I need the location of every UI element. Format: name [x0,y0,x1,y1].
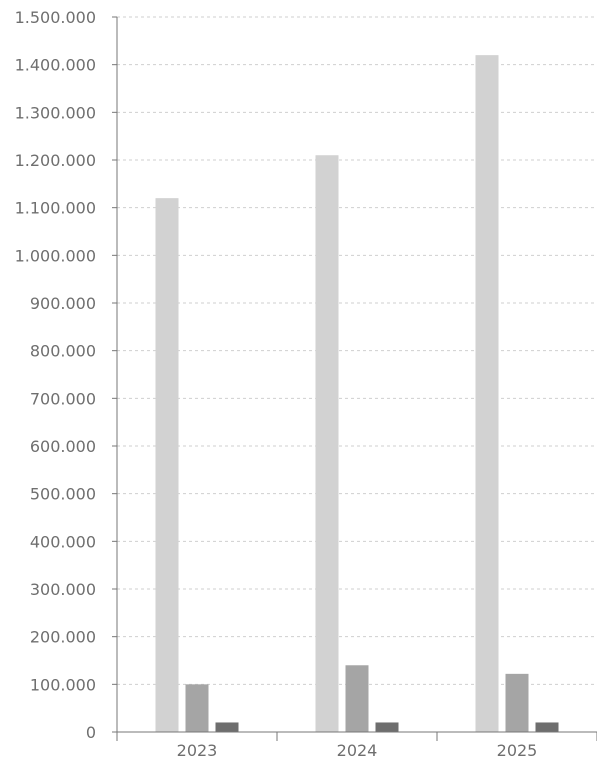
bar [215,722,239,732]
y-tick-label: 1.100.000 [15,199,96,218]
x-tick-label: 2025 [497,741,538,760]
bars [155,55,559,733]
y-tick-label: 900.000 [30,294,96,313]
y-axis-ticks: 0 100.000 200.000 300.000 400.000 500.000 600.… [15,8,117,742]
y-tick-label: 800.000 [30,342,96,361]
y-tick-label: 1.200.000 [15,151,96,170]
bar [375,722,399,732]
y-tick-label: 0 [86,723,96,742]
y-tick-label: 400.000 [30,532,96,551]
bar [315,155,339,732]
x-tick-label: 2024 [337,741,378,760]
x-tick-label: 2023 [177,741,218,760]
y-tick-label: 600.000 [30,437,96,456]
bar [475,55,499,732]
y-tick-label: 1.400.000 [15,56,96,75]
y-tick-label: 100.000 [30,675,96,694]
y-tick-label: 1.000.000 [15,246,96,265]
bar [345,665,369,732]
bar [505,673,529,732]
y-tick-label: 700.000 [30,389,96,408]
bar [185,684,209,732]
bar [535,722,559,732]
bar [155,198,179,733]
y-tick-label: 1.300.000 [15,103,96,122]
x-axis-ticks: 2023 2024 2025 [116,732,597,760]
y-tick-label: 300.000 [30,580,96,599]
gridlines [117,16,597,685]
y-tick-label: 200.000 [30,628,96,647]
y-tick-label: 500.000 [30,485,96,504]
y-tick-label: 1.500.000 [15,8,96,27]
